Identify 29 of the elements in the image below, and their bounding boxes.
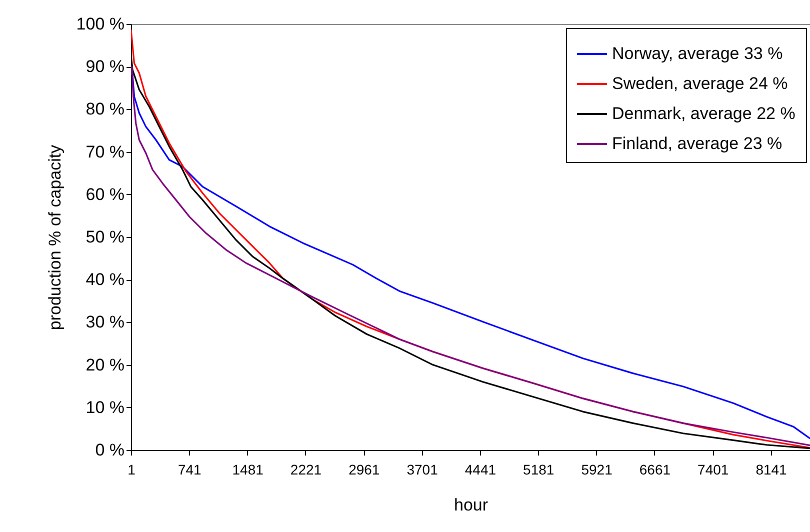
y-tick-label: 40 % <box>86 270 124 290</box>
y-tick-label: 80 % <box>86 100 124 119</box>
x-tick-label: 4441 <box>464 462 496 478</box>
y-tick-label: 20 % <box>86 355 124 374</box>
y-tick-label: 50 % <box>86 228 124 246</box>
x-tick-label: 8141 <box>756 462 788 478</box>
y-tick-label: 70 % <box>86 142 124 162</box>
y-tick-label: 10 % <box>86 398 124 417</box>
x-tick-label: 5181 <box>523 462 554 478</box>
legend-label: Denmark, average 22 % <box>612 104 796 123</box>
x-tick-label: 1 <box>128 462 136 478</box>
x-tick-label: 1481 <box>232 462 264 478</box>
x-tick-label: 3701 <box>406 462 438 478</box>
y-tick-label: 90 % <box>86 57 124 76</box>
y-tick-label: 60 % <box>86 184 124 204</box>
x-tick-label: 2961 <box>348 462 380 478</box>
y-tick-label: 30 % <box>86 312 124 332</box>
x-tick-label: 741 <box>178 462 202 478</box>
x-tick-label: 5921 <box>581 462 613 478</box>
x-tick-label: 2221 <box>290 462 322 478</box>
y-axis-title: production % of capacity <box>45 144 64 330</box>
legend-label: Norway, average 33 % <box>612 44 783 63</box>
x-tick-label: 7401 <box>698 462 729 478</box>
x-tick-label: 6661 <box>639 462 671 478</box>
y-tick-label: 0 % <box>95 440 124 460</box>
legend-label: Sweden, average 24 % <box>612 74 788 93</box>
legend-label: Finland, average 23 % <box>612 134 782 153</box>
x-axis-title: hour <box>454 496 488 514</box>
y-tick-label: 100 % <box>76 14 124 34</box>
